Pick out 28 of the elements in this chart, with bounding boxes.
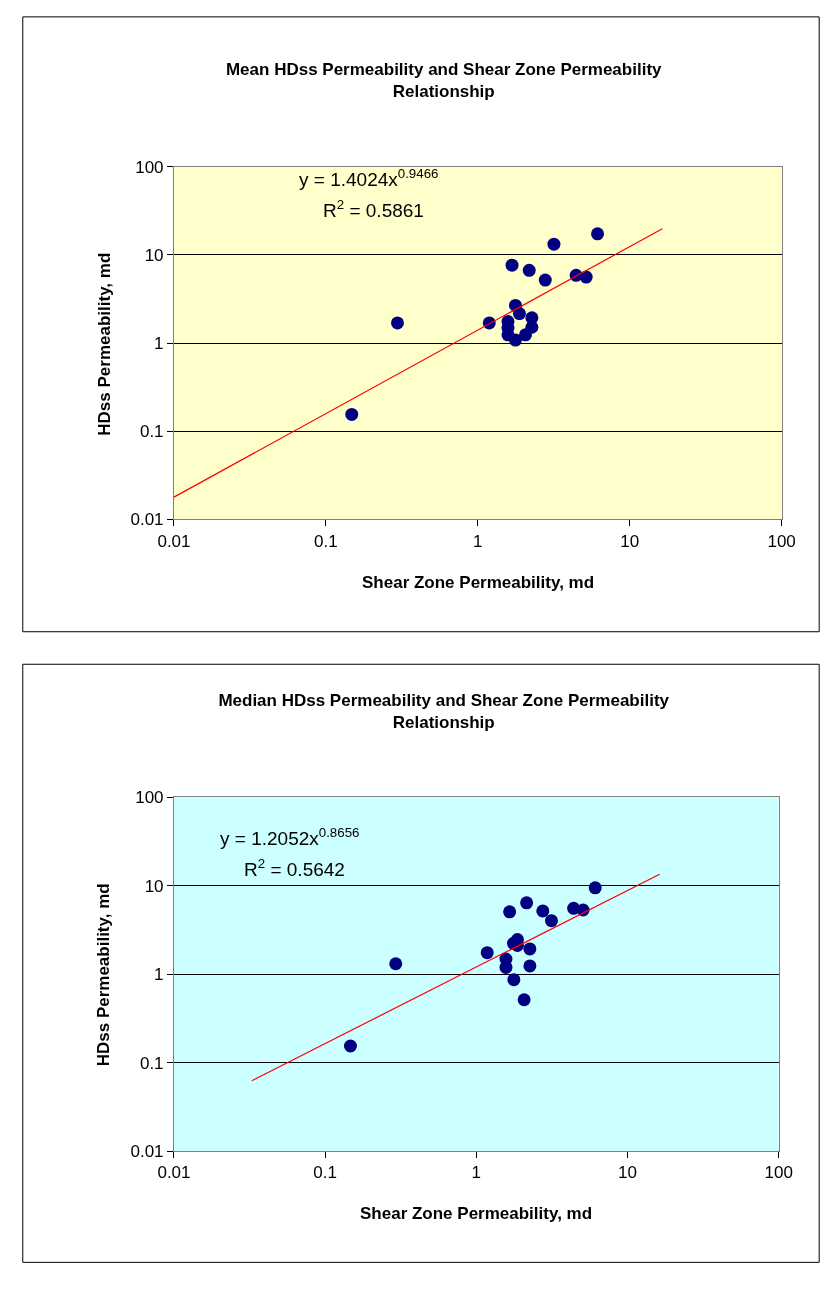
annotation: R$^{2}$ = 0.5642 (244, 856, 345, 880)
chart-title: Median HDss Permeability and Shear Zone Permeability Relationship (218, 691, 670, 733)
y-tick-label: 0.01 (130, 1141, 164, 1161)
y-axis-title: HDss Permeability, md (94, 883, 114, 1067)
y-tick-label: 100 (135, 157, 164, 177)
chart-title: Mean HDss Permeability and Shear Zone Permeability Relationship (225, 60, 663, 102)
y-tick-label: 0.1 (139, 1053, 164, 1073)
y-tick-label: 10 (144, 876, 164, 896)
x-tick-label: 10 (620, 531, 640, 551)
x-tick-label: 0.1 (314, 531, 338, 551)
x-axis-title: Shear Zone Permeability, md (360, 1204, 593, 1223)
annotation: y = 1.4024x$^{0.9466}$ (299, 166, 439, 190)
x-tick-label: 100 (767, 531, 796, 551)
x-tick-label: 1 (473, 531, 483, 551)
annotation: R$^{2}$ = 0.5861 (323, 197, 424, 221)
y-tick-label: 1 (154, 965, 164, 985)
y-tick-label: 0.01 (130, 510, 164, 530)
x-tick-label: 1 (471, 1163, 482, 1183)
x-tick-label: 0.1 (313, 1163, 337, 1183)
y-tick-label: 1 (154, 333, 164, 353)
y-tick-label: 0.1 (139, 422, 164, 442)
y-tick-label: 10 (144, 245, 164, 265)
annotation: y = 1.2052x$^{0.8656}$ (220, 825, 360, 849)
x-tick-label: 10 (618, 1163, 638, 1183)
y-tick-label: 100 (135, 788, 164, 808)
y-axis-title: HDss Permeability, md (94, 252, 114, 436)
x-axis-title: Shear Zone Permeability, md (362, 573, 595, 592)
x-tick-label: 100 (764, 1163, 793, 1183)
